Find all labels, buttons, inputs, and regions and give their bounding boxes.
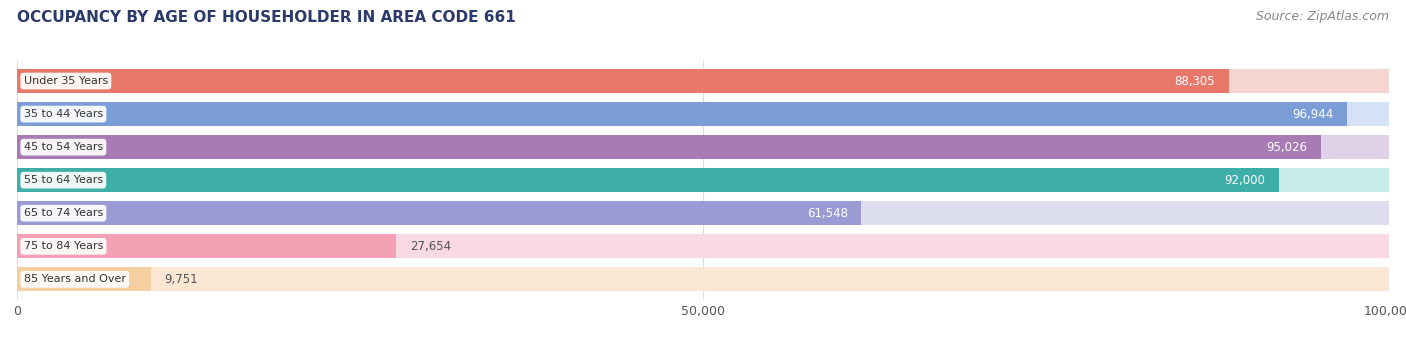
- Bar: [17, 102, 1347, 126]
- Text: 85 Years and Over: 85 Years and Over: [24, 274, 125, 284]
- Bar: [17, 201, 862, 225]
- Bar: [17, 234, 1389, 258]
- Bar: [17, 69, 1229, 93]
- Text: 92,000: 92,000: [1225, 174, 1265, 187]
- Text: 45 to 54 Years: 45 to 54 Years: [24, 142, 103, 152]
- Text: 61,548: 61,548: [807, 207, 848, 220]
- Text: 75 to 84 Years: 75 to 84 Years: [24, 241, 103, 251]
- Bar: [17, 168, 1389, 192]
- Text: OCCUPANCY BY AGE OF HOUSEHOLDER IN AREA CODE 661: OCCUPANCY BY AGE OF HOUSEHOLDER IN AREA …: [17, 10, 516, 25]
- Bar: [17, 135, 1320, 159]
- Bar: [17, 268, 150, 291]
- Text: Under 35 Years: Under 35 Years: [24, 76, 108, 86]
- Bar: [17, 201, 1389, 225]
- Text: 9,751: 9,751: [165, 273, 198, 286]
- Bar: [17, 268, 1389, 291]
- Bar: [17, 168, 1279, 192]
- Text: 27,654: 27,654: [411, 240, 451, 253]
- Bar: [17, 135, 1389, 159]
- Text: 96,944: 96,944: [1292, 107, 1333, 121]
- Text: 65 to 74 Years: 65 to 74 Years: [24, 208, 103, 218]
- Text: 88,305: 88,305: [1174, 74, 1215, 87]
- Text: 35 to 44 Years: 35 to 44 Years: [24, 109, 103, 119]
- Text: Source: ZipAtlas.com: Source: ZipAtlas.com: [1256, 10, 1389, 23]
- Bar: [17, 102, 1389, 126]
- Text: 95,026: 95,026: [1267, 141, 1308, 154]
- Bar: [17, 69, 1389, 93]
- Text: 55 to 64 Years: 55 to 64 Years: [24, 175, 103, 185]
- Bar: [17, 234, 396, 258]
